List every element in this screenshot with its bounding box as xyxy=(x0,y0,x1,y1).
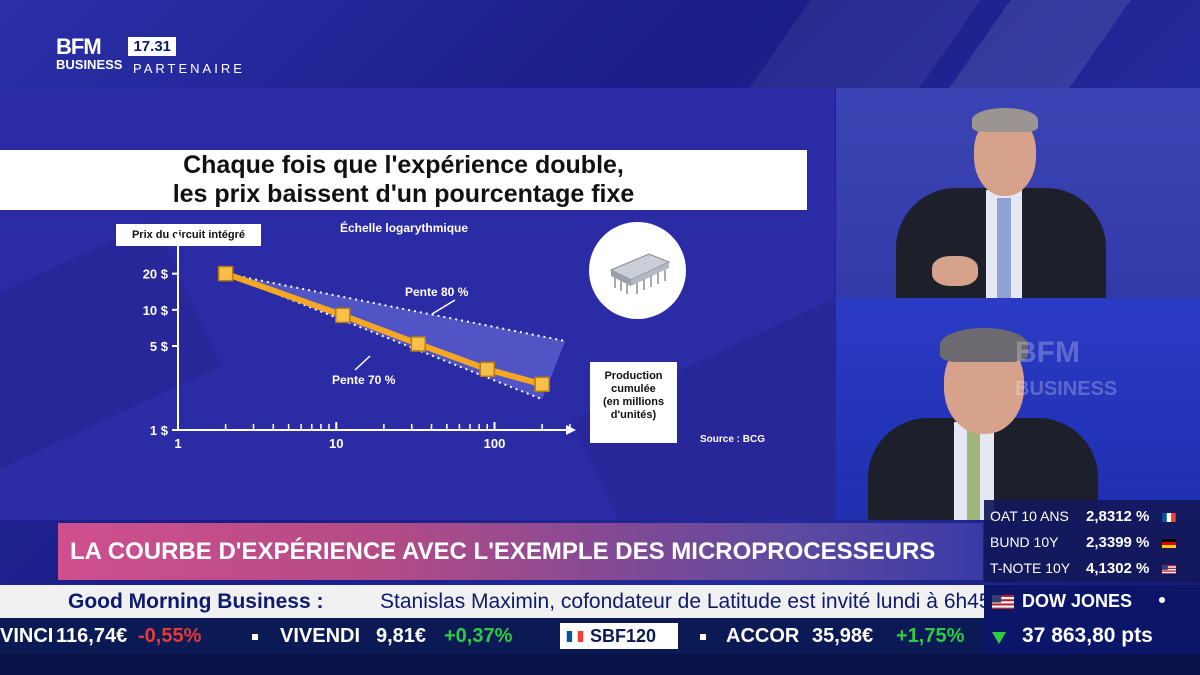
stock-ticker: VINCI 116,74€ -0,55% VIVENDI 9,81€ +0,37… xyxy=(0,618,984,654)
rate-name: BUND 10Y xyxy=(990,534,1059,550)
data-point xyxy=(534,376,550,393)
y-tick-label: 5 $ xyxy=(150,339,169,354)
data-point xyxy=(410,336,427,352)
y-tick-label: 10 $ xyxy=(143,303,169,318)
rate-name: T-NOTE 10Y xyxy=(990,560,1071,576)
integrated-circuit-chip-icon xyxy=(609,253,671,294)
x-axis-label-line3: (en millions xyxy=(602,396,665,408)
ticker-separator-icon xyxy=(252,634,258,640)
germany-flag-icon xyxy=(1162,539,1176,548)
ticker-change: +1,75% xyxy=(896,625,965,647)
annotation-pointer xyxy=(431,299,456,315)
france-flag-icon xyxy=(566,631,584,642)
ticker-name: ACCOR xyxy=(726,625,800,647)
rate-value: 4,1302 % xyxy=(1086,560,1150,577)
scale-label: Échelle logarythmique xyxy=(340,221,469,235)
usa-flag-icon xyxy=(992,595,1014,609)
index-box: DOW JONES xyxy=(984,585,1200,618)
slide-title-line2: les prix baissent d'un pourcentage fixe xyxy=(172,180,635,208)
program-bar: Good Morning Business : Stanislas Maximi… xyxy=(0,585,984,618)
y-tick-label: 1 $ xyxy=(150,423,169,438)
ticker-price: 35,98€ xyxy=(812,625,874,647)
rate-row: OAT 10 ANS 2,8312 % xyxy=(984,504,1200,530)
usa-flag-icon xyxy=(1162,565,1176,574)
annotation-pente-70: Pente 70 % xyxy=(332,373,396,387)
logo-bfm: BFM xyxy=(56,34,102,59)
rate-name: OAT 10 ANS xyxy=(990,508,1069,524)
x-axis-label-line4: d'unités) xyxy=(610,409,657,421)
ticker-separator-icon xyxy=(700,634,706,640)
x-axis-arrow xyxy=(566,425,576,435)
experience-curve-chart: 1 $ 5 $ 10 $ 20 $ 1 10 100 Pente 80 % Pente 70 % xyxy=(143,232,576,451)
partner-tag: PARTENAIRE xyxy=(133,61,245,76)
y-tick-label: 20 $ xyxy=(143,267,169,282)
rate-value: 2,3399 % xyxy=(1086,534,1150,551)
ticker-name: VINCI xyxy=(0,625,54,647)
x-axis-label-line2: cumulée xyxy=(611,383,656,395)
rate-value: 2,8312 % xyxy=(1086,508,1150,525)
trend-up-icon xyxy=(992,632,1006,644)
data-point xyxy=(217,265,234,282)
bond-rates: OAT 10 ANS 2,8312 % BUND 10Y 2,3399 % T-… xyxy=(984,500,1200,582)
rate-row: T-NOTE 10Y 4,1302 % xyxy=(984,556,1200,582)
x-tick-label: 100 xyxy=(484,436,506,451)
chip-illustration xyxy=(589,222,686,319)
channel-logo: BFM BUSINESS 17.31 xyxy=(56,34,177,72)
data-point xyxy=(479,361,496,378)
studio-watermark-sub: BUSINESS xyxy=(1015,378,1118,400)
slide-title: Chaque fois que l'expérience double, les… xyxy=(0,150,807,210)
index-chip-label: SBF120 xyxy=(590,626,657,646)
ticker-price: 9,81€ xyxy=(376,625,427,647)
index-value: 37 863,80 pts xyxy=(1022,624,1153,647)
ticker-price: 116,74€ xyxy=(56,625,128,647)
ticker-change: -0,55% xyxy=(138,625,202,647)
clock: 17.31 xyxy=(128,37,177,56)
index-name: DOW JONES xyxy=(1022,591,1133,611)
program-name: Good Morning Business : xyxy=(68,590,324,613)
video-guest xyxy=(836,298,1200,520)
y-axis-arrow xyxy=(173,232,183,242)
slope-70-line xyxy=(225,272,543,401)
y-axis-label: Prix du circuit intégré xyxy=(116,224,261,246)
separator-dot-icon xyxy=(1159,597,1165,603)
logo-business: BUSINESS xyxy=(56,57,123,72)
data-point xyxy=(335,307,351,324)
x-axis-label: Production cumulée (en millions d'unités… xyxy=(590,362,677,443)
ticker-name: VIVENDI xyxy=(280,625,361,647)
program-info: Stanislas Maximin, cofondateur de Latitu… xyxy=(380,590,984,613)
slope-80-line xyxy=(225,272,566,343)
studio-watermark: BFM xyxy=(1015,336,1080,369)
ticker-change: +0,37% xyxy=(444,625,513,647)
annotation-pointer xyxy=(354,355,371,371)
x-tick-label: 10 xyxy=(329,436,343,451)
rate-row: BUND 10Y 2,3399 % xyxy=(984,530,1200,556)
index-chip: SBF120 xyxy=(560,623,678,649)
annotation-pente-80: Pente 80 % xyxy=(405,285,469,299)
video-anchor xyxy=(836,88,1200,298)
source-label: Source : BCG xyxy=(700,434,766,445)
bottom-strip xyxy=(0,654,1200,675)
x-axis-label-line1: Production xyxy=(604,370,663,382)
france-flag-icon xyxy=(1162,513,1176,522)
x-tick-label: 1 xyxy=(174,436,181,451)
headline-bar: LA COURBE D'EXPÉRIENCE AVEC L'EXEMPLE DE… xyxy=(58,523,983,580)
slide-title-line1: Chaque fois que l'expérience double, xyxy=(183,151,624,179)
